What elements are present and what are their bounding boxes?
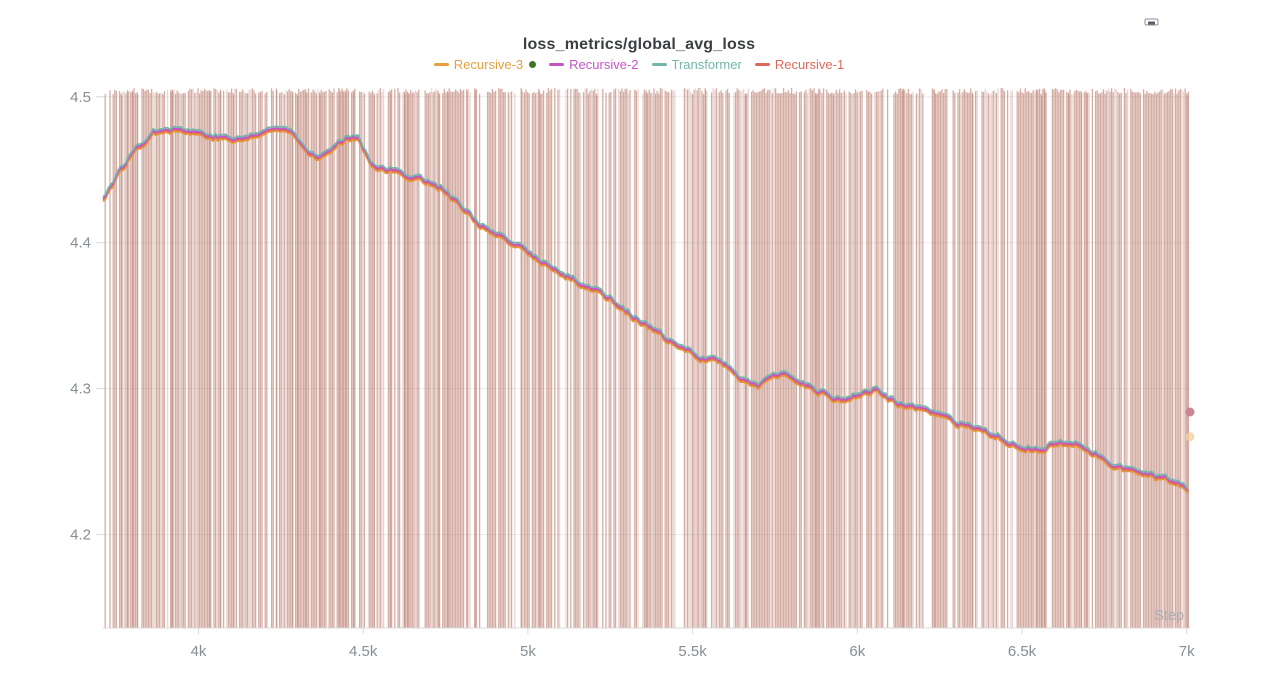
run-endpoint-dot[interactable] bbox=[1185, 432, 1195, 442]
chart-legend: Recursive-3 Recursive-2 Transformer Recu… bbox=[0, 57, 1278, 72]
loss-curve-transformer[interactable] bbox=[102, 125, 1189, 490]
legend-line-swatch-icon bbox=[651, 63, 667, 66]
legend-item-recursive-2[interactable]: Recursive-2 bbox=[549, 57, 639, 72]
legend-label: Transformer bbox=[671, 57, 742, 72]
chart-title: loss_metrics/global_avg_loss bbox=[522, 36, 756, 53]
y-tick-label: 4.5 bbox=[70, 89, 91, 106]
x-tick-label: 6k bbox=[849, 643, 865, 660]
legend-label: Recursive-3 bbox=[453, 57, 524, 72]
x-tick-label: 5.5k bbox=[678, 643, 707, 660]
legend-green-dot-icon bbox=[529, 61, 537, 68]
x-tick-label: 6.5k bbox=[1008, 643, 1037, 660]
legend-label: Recursive-2 bbox=[569, 57, 639, 72]
x-tick-label: 4k bbox=[191, 643, 207, 660]
panel-options-icon[interactable] bbox=[1144, 16, 1160, 28]
loss-curve-recursive-3[interactable] bbox=[102, 130, 1189, 495]
x-tick-label: 4.5k bbox=[349, 643, 378, 660]
legend-line-swatch-icon bbox=[754, 63, 770, 66]
legend-line-swatch-icon bbox=[433, 63, 449, 66]
legend-label: Recursive-1 bbox=[774, 57, 845, 72]
y-tick-label: 4.2 bbox=[70, 527, 91, 544]
x-tick-label: 7k bbox=[1179, 643, 1195, 660]
x-axis-title: Step bbox=[1154, 608, 1184, 624]
legend-item-recursive-1[interactable]: Recursive-1 bbox=[754, 57, 845, 72]
y-tick-label: 4.4 bbox=[70, 235, 91, 252]
legend-item-recursive-3[interactable]: Recursive-3 bbox=[433, 57, 524, 72]
run-endpoint-dot[interactable] bbox=[1185, 407, 1195, 417]
legend-item-transformer[interactable]: Transformer bbox=[651, 57, 742, 72]
loss-curve-recursive-2[interactable] bbox=[102, 127, 1189, 492]
x-tick-label: 5k bbox=[520, 643, 536, 660]
y-tick-label: 4.3 bbox=[70, 381, 91, 398]
legend-line-swatch-icon bbox=[549, 63, 565, 66]
loss-curve-recursive-1[interactable] bbox=[102, 128, 1189, 493]
